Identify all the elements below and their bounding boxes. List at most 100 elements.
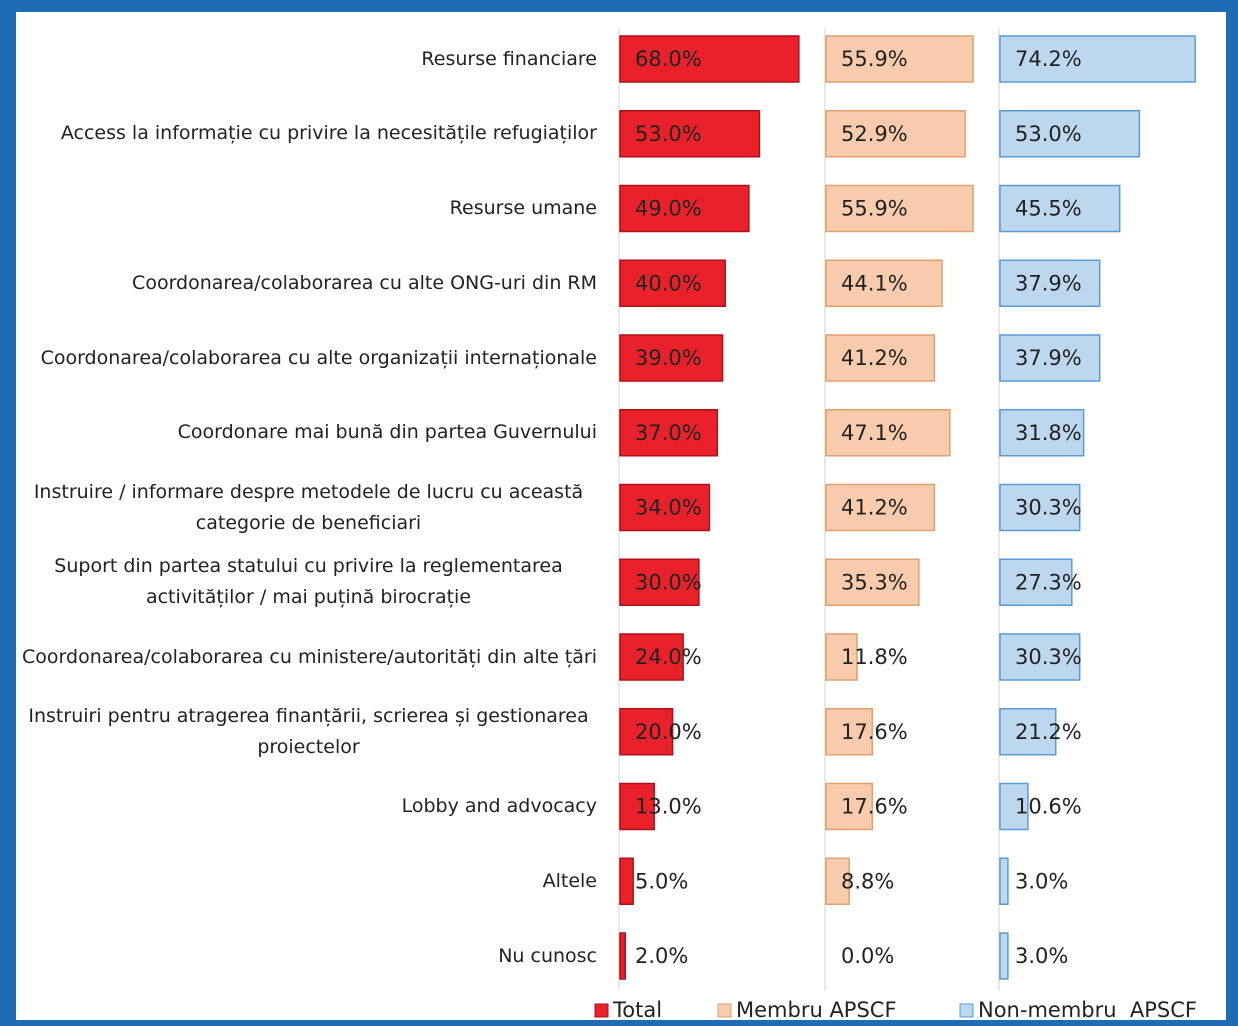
value-label: 10.6% <box>1015 795 1082 819</box>
category-label: Instruire / informare despre metodele de… <box>20 473 597 543</box>
category-label: Resurse umane <box>20 174 597 244</box>
category-text: Coordonarea/colaborarea cu alte ONG-uri … <box>132 271 597 294</box>
bar <box>825 184 974 233</box>
category-text: Instruire / informare despre metodele de… <box>33 480 584 534</box>
category-label: Coordonare mai bună din partea Guvernulu… <box>20 398 597 468</box>
value-label: 41.2% <box>841 496 908 520</box>
value-label: 20.0% <box>635 720 702 744</box>
bar <box>619 35 800 83</box>
legend-label: Membru APSCF <box>736 998 897 1022</box>
bar <box>999 334 1101 382</box>
category-label: Suport din partea statului cu privire la… <box>20 547 597 617</box>
legend-marker <box>959 1003 974 1018</box>
category-text: Nu cunosc <box>498 944 597 967</box>
category-label: Coordonarea/colaborarea cu alte ONG-uri … <box>20 248 597 318</box>
value-label: 24.0% <box>635 645 702 669</box>
bar <box>825 334 936 382</box>
bar <box>999 558 1073 606</box>
legend-label: Total <box>612 998 662 1022</box>
legend-marker <box>594 1003 609 1018</box>
value-label: 55.9% <box>841 47 908 71</box>
category-label: Access la informație cu privire la neces… <box>20 99 597 169</box>
value-label: 37.0% <box>635 421 702 445</box>
category-label: Instruiri pentru atragerea finanțării, s… <box>20 697 597 767</box>
value-label: 34.0% <box>635 496 702 520</box>
value-label: 37.9% <box>1015 346 1082 370</box>
bar <box>825 259 943 307</box>
bar <box>999 483 1081 532</box>
bar <box>999 782 1029 831</box>
category-text: Resurse umane <box>449 197 597 219</box>
legend-label: Non-membru APSCF <box>978 998 1197 1022</box>
bar <box>619 782 655 831</box>
value-label: 47.1% <box>841 421 908 445</box>
category-label: Nu cunosc <box>20 921 597 991</box>
category-label: Resurse financiare <box>20 24 597 94</box>
bar <box>999 932 1009 980</box>
bar <box>825 857 850 905</box>
category-text: Coordonare mai bună din partea Guvernulu… <box>177 421 597 444</box>
value-label: 44.1% <box>841 271 908 295</box>
value-label: 27.3% <box>1015 570 1082 594</box>
bar <box>825 483 936 532</box>
value-label: 17.6% <box>841 795 908 819</box>
bar <box>825 633 858 681</box>
category-label: Altele <box>20 846 597 916</box>
bar <box>619 259 726 307</box>
bar <box>619 932 627 980</box>
value-label: 52.9% <box>841 122 908 146</box>
bar <box>619 483 711 532</box>
value-label: 0.0% <box>841 944 894 968</box>
value-label: 35.3% <box>841 570 908 594</box>
bar <box>825 35 974 83</box>
bar <box>999 110 1141 158</box>
bar <box>619 558 700 606</box>
value-label: 11.8% <box>841 645 908 669</box>
value-label: 40.0% <box>635 271 702 295</box>
value-label: 3.0% <box>1015 869 1068 893</box>
value-label: 30.3% <box>1015 496 1082 520</box>
bar <box>619 409 719 457</box>
category-label: Lobby and advocacy <box>20 772 597 842</box>
value-label: 53.0% <box>635 122 702 146</box>
bar <box>999 409 1085 457</box>
value-label: 30.0% <box>635 570 702 594</box>
bar <box>619 857 634 905</box>
category-text: Access la informație cu privire la neces… <box>60 122 597 145</box>
value-label: 39.0% <box>635 346 702 370</box>
bar <box>999 857 1009 905</box>
legend-marker <box>717 1003 732 1018</box>
category-label: Coordonarea/colaborarea cu ministere/aut… <box>20 622 597 692</box>
category-text: Instruiri pentru atragerea finanțării, s… <box>28 704 589 758</box>
category-text: Coordonarea/colaborarea cu ministere/aut… <box>22 645 597 668</box>
bar <box>825 782 874 831</box>
category-text: Coordonarea/colaborarea cu alte organiza… <box>40 346 597 369</box>
value-label: 55.9% <box>841 197 908 221</box>
value-label: 5.0% <box>635 869 688 893</box>
value-label: 13.0% <box>635 795 702 819</box>
value-label: 2.0% <box>635 944 688 968</box>
value-label: 17.6% <box>841 720 908 744</box>
value-label: 3.0% <box>1015 944 1068 968</box>
bar <box>999 633 1081 681</box>
bar <box>619 110 761 158</box>
category-text: Altele <box>542 869 597 892</box>
bar <box>619 708 674 756</box>
value-label: 8.8% <box>841 869 894 893</box>
bar <box>999 259 1101 307</box>
bar <box>825 409 951 457</box>
value-label: 31.8% <box>1015 421 1082 445</box>
bar <box>825 110 966 158</box>
value-label: 45.5% <box>1015 197 1082 221</box>
category-text: Lobby and advocacy <box>401 795 597 817</box>
value-label: 30.3% <box>1015 645 1082 669</box>
value-label: 74.2% <box>1015 47 1082 71</box>
value-label: 49.0% <box>635 197 702 221</box>
value-label: 68.0% <box>635 47 702 71</box>
bar <box>999 184 1121 233</box>
category-label: Coordonarea/colaborarea cu alte organiza… <box>20 323 597 393</box>
bar <box>619 184 750 233</box>
bar <box>825 708 874 756</box>
value-label: 41.2% <box>841 346 908 370</box>
